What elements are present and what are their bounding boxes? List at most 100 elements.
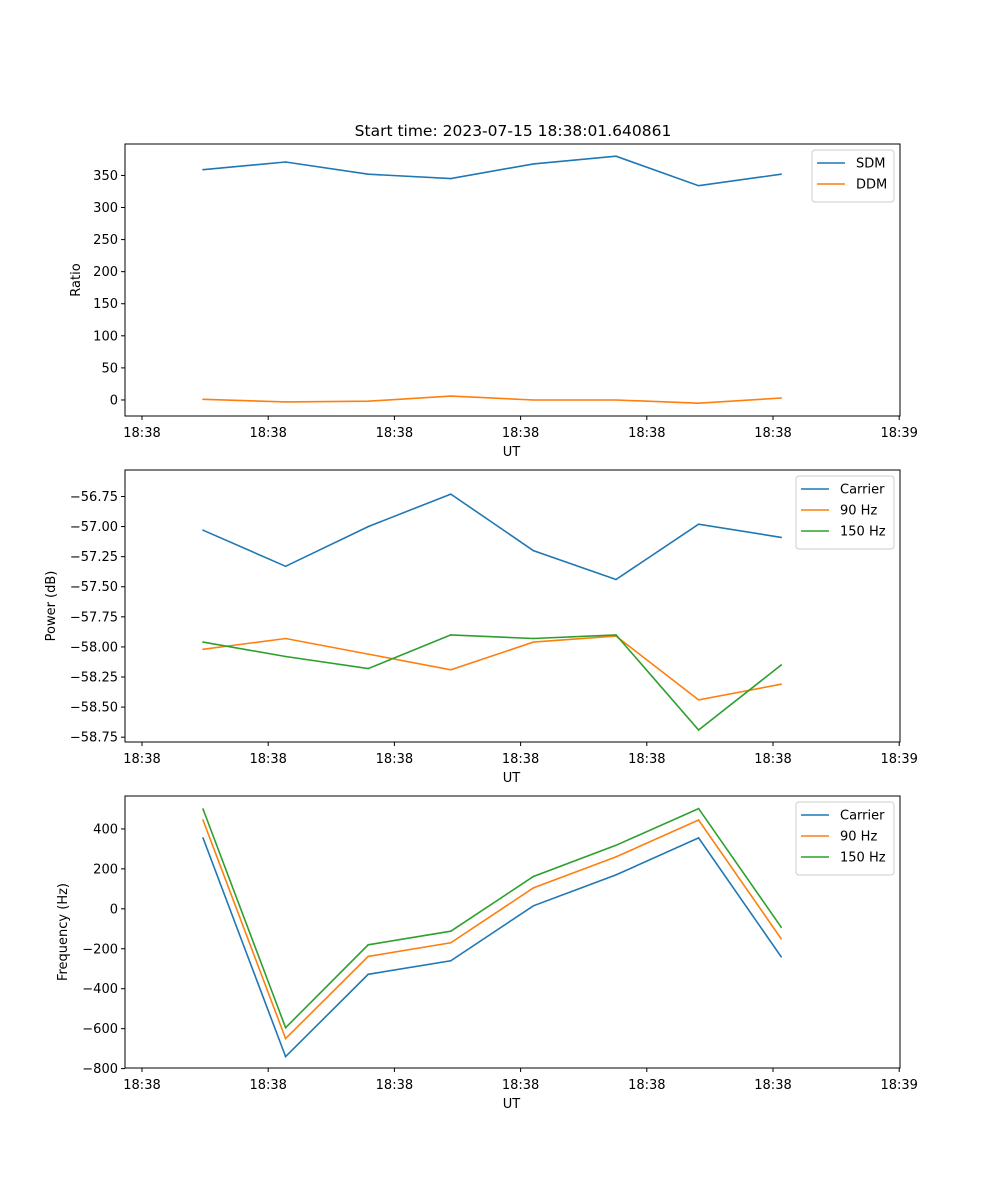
x-tick-label: 18:38 xyxy=(628,1078,665,1093)
legend-label: Carrier xyxy=(840,809,885,824)
x-tick-label: 18:38 xyxy=(628,426,665,441)
y-axis-label: Ratio xyxy=(69,263,84,296)
data-point xyxy=(367,400,370,403)
y-tick-label: −400 xyxy=(82,982,118,997)
y-tick-label: −600 xyxy=(82,1022,118,1037)
y-tick-label: 250 xyxy=(93,233,118,248)
data-point xyxy=(367,943,370,946)
legend-label: 90 Hz xyxy=(840,504,877,519)
legend: Carrier 90 Hz 150 Hz xyxy=(795,801,895,876)
y-axis-label: Power (dB) xyxy=(44,571,59,642)
legend: SDM DDM xyxy=(811,149,895,203)
data-point xyxy=(450,493,452,495)
data-point xyxy=(450,395,452,397)
y-tick-label: −800 xyxy=(82,1062,118,1077)
data-point xyxy=(450,930,452,933)
data-point xyxy=(697,184,700,187)
data-point xyxy=(615,844,617,847)
series-line-90-hz xyxy=(202,818,782,1041)
data-point xyxy=(615,874,617,876)
data-point xyxy=(780,664,782,666)
data-point xyxy=(202,168,204,171)
data-point xyxy=(532,875,535,878)
data-point xyxy=(615,399,617,401)
figure-title: Start time: 2023-07-15 18:38:01.640861 xyxy=(355,122,672,140)
y-tick-label: 200 xyxy=(93,265,118,280)
data-point xyxy=(284,1055,287,1058)
data-point xyxy=(532,887,535,889)
y-tick-label: 150 xyxy=(93,297,118,312)
panel-1: 0 50 100 150 200 250 300 350 18:38 18:38 18:38 18:3… xyxy=(69,143,918,460)
x-tick-label: 18:38 xyxy=(502,426,539,441)
data-point xyxy=(697,699,700,701)
data-point xyxy=(532,905,535,907)
legend-label: Carrier xyxy=(840,483,885,498)
data-point xyxy=(284,655,287,658)
data-point xyxy=(615,578,617,581)
x-axis-label: UT xyxy=(503,771,521,786)
data-point xyxy=(284,1026,287,1029)
y-tick-label: −58.75 xyxy=(70,731,118,746)
data-point xyxy=(367,667,370,670)
y-axis-label: Frequency (Hz) xyxy=(56,883,71,981)
x-tick-label: 18:38 xyxy=(754,426,791,441)
data-point xyxy=(284,161,287,163)
y-tick-label: 200 xyxy=(93,862,118,877)
data-point xyxy=(202,641,204,643)
legend-label: 150 Hz xyxy=(840,525,886,540)
data-point xyxy=(615,856,617,858)
x-tick-label: 18:38 xyxy=(249,752,286,767)
x-tick-label: 18:38 xyxy=(502,1078,539,1093)
panel-2: −58.75 −58.50 −58.25 −58.00 −57.75 −57.50 −57.… xyxy=(44,469,918,786)
data-point xyxy=(780,397,782,399)
legend-label: 150 Hz xyxy=(840,851,886,866)
x-tick-label: 18:39 xyxy=(880,426,917,441)
x-tick-label: 18:38 xyxy=(123,1078,160,1093)
data-point xyxy=(450,177,452,180)
series-line-150-hz xyxy=(202,807,782,1030)
data-point xyxy=(284,637,287,640)
data-point xyxy=(202,648,204,651)
x-axis-label: UT xyxy=(503,1097,521,1112)
axes-frame xyxy=(124,469,901,743)
y-tick-label: 100 xyxy=(93,329,118,344)
series-line-150-hz xyxy=(202,634,782,732)
data-point xyxy=(367,653,370,655)
series-line-carrier xyxy=(202,836,782,1059)
data-point xyxy=(450,941,452,944)
data-point xyxy=(202,529,204,531)
y-tick-label: −57.00 xyxy=(70,520,118,535)
legend: Carrier 90 Hz 150 Hz xyxy=(795,475,895,550)
series-line-ddm xyxy=(202,395,782,405)
x-tick-label: 18:38 xyxy=(249,426,286,441)
data-point xyxy=(202,398,204,401)
data-point xyxy=(367,525,370,528)
data-point xyxy=(780,926,782,929)
x-tick-label: 18:38 xyxy=(628,752,665,767)
x-tick-label: 18:38 xyxy=(123,426,160,441)
data-point xyxy=(532,641,535,643)
x-tick-label: 18:38 xyxy=(754,752,791,767)
data-point xyxy=(367,973,370,976)
panel-3: −800 −600 −400 −200 0 200 400 18:38 18:38 18:38 18… xyxy=(56,795,918,1112)
data-point xyxy=(532,549,535,552)
data-point xyxy=(780,683,782,686)
data-point xyxy=(532,163,535,165)
y-tick-label: −57.25 xyxy=(70,550,118,565)
y-tick-label: −58.50 xyxy=(70,701,118,716)
data-point xyxy=(697,729,700,731)
legend-label: 90 Hz xyxy=(840,830,877,845)
legend-label: DDM xyxy=(856,178,887,193)
y-tick-label: −200 xyxy=(82,942,118,957)
data-point xyxy=(202,808,204,810)
series-line-carrier xyxy=(202,493,782,581)
data-point xyxy=(367,955,370,958)
x-axis-label: UT xyxy=(503,445,521,460)
x-tick-label: 18:38 xyxy=(376,1078,413,1093)
y-tick-label: −58.00 xyxy=(70,640,118,655)
y-tick-label: 350 xyxy=(93,169,118,184)
data-point xyxy=(202,819,204,821)
y-tick-label: 50 xyxy=(101,361,118,376)
data-point xyxy=(697,837,700,839)
